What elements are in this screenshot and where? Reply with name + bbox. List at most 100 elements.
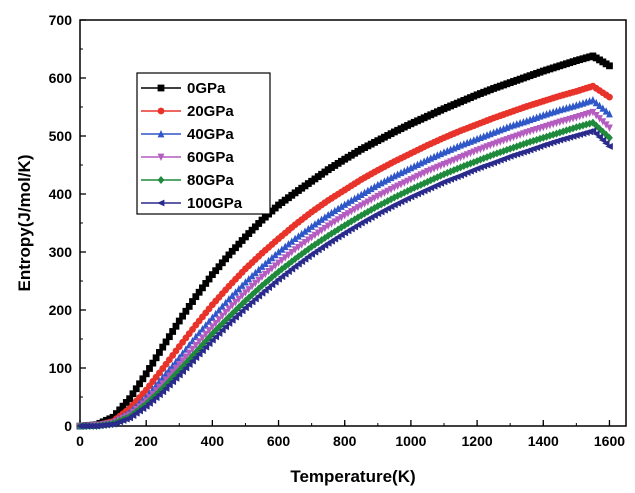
data-point xyxy=(285,251,292,260)
legend-marker xyxy=(157,84,165,92)
data-point xyxy=(443,168,451,177)
data-point xyxy=(142,370,150,378)
data-point xyxy=(168,378,177,386)
data-point xyxy=(598,136,607,144)
data-point xyxy=(281,242,289,251)
data-point xyxy=(417,180,425,189)
data-point xyxy=(182,353,190,361)
data-point xyxy=(102,421,110,429)
y-tick-label: 0 xyxy=(64,418,72,434)
data-point xyxy=(222,255,229,263)
data-point xyxy=(231,313,239,321)
data-point xyxy=(261,278,269,287)
data-point xyxy=(116,406,124,414)
data-point xyxy=(235,240,243,248)
data-point xyxy=(321,213,329,221)
data-point xyxy=(341,200,349,208)
data-point xyxy=(331,206,339,215)
x-axis-title: Temperature(K) xyxy=(290,467,415,486)
data-point xyxy=(149,359,157,367)
data-point xyxy=(218,312,226,321)
data-point xyxy=(251,295,259,303)
data-point xyxy=(222,309,229,317)
data-point xyxy=(275,259,282,268)
data-point xyxy=(271,278,279,286)
data-point xyxy=(255,276,263,285)
data-point xyxy=(152,394,160,401)
data-point xyxy=(202,321,210,329)
legend-entry-100GPa: 100GPa xyxy=(141,195,243,212)
data-point xyxy=(242,289,249,297)
data-point xyxy=(301,247,309,256)
data-point xyxy=(596,115,603,123)
legend-box xyxy=(136,72,271,215)
data-point xyxy=(589,108,597,117)
x-tick-label: 200 xyxy=(135,433,159,449)
data-point xyxy=(347,196,355,204)
data-point xyxy=(228,291,236,300)
data-point xyxy=(192,332,200,341)
data-point xyxy=(169,328,177,335)
data-point xyxy=(232,288,239,296)
data-point xyxy=(195,288,203,296)
data-point xyxy=(397,190,405,199)
data-point xyxy=(192,341,200,350)
data-point xyxy=(592,98,600,107)
series-0GPa xyxy=(76,52,613,430)
data-point xyxy=(238,281,246,289)
data-point xyxy=(195,328,203,337)
data-point xyxy=(95,422,104,430)
legend-label: 60GPa xyxy=(187,149,234,166)
data-point xyxy=(92,422,100,430)
data-point xyxy=(347,217,355,226)
legend-label: 100GPa xyxy=(187,195,243,212)
data-point xyxy=(218,302,226,310)
data-point xyxy=(254,292,263,300)
data-point xyxy=(162,385,170,392)
data-point xyxy=(328,208,335,217)
data-point xyxy=(208,313,216,321)
data-point xyxy=(324,231,332,240)
series-60GPa xyxy=(76,108,613,430)
data-point xyxy=(179,312,186,320)
data-point xyxy=(234,310,243,318)
data-point xyxy=(165,333,173,341)
data-point xyxy=(334,216,342,224)
x-axis: 0 200 400 600 800 1000 1200 1400 1600 xyxy=(76,420,625,449)
data-point xyxy=(374,202,382,211)
legend-marker xyxy=(157,107,165,115)
data-point xyxy=(278,265,286,274)
legend-marker xyxy=(157,130,165,138)
data-point xyxy=(264,284,273,292)
data-point xyxy=(592,111,600,120)
data-point xyxy=(304,224,312,233)
data-point xyxy=(331,218,339,226)
data-point xyxy=(599,118,607,126)
data-point xyxy=(371,182,378,191)
y-tick-label: 300 xyxy=(49,244,73,260)
data-point xyxy=(371,204,378,213)
data-point xyxy=(344,198,352,206)
data-point xyxy=(599,104,607,112)
data-point xyxy=(208,323,216,331)
data-point xyxy=(208,329,216,338)
x-tick-label: 600 xyxy=(267,433,291,449)
legend-marker xyxy=(157,176,165,184)
series-100GPa xyxy=(76,127,613,430)
data-point xyxy=(158,388,167,396)
data-point xyxy=(311,231,319,240)
y-axis: 0 100 200 300 400 500 600 700 xyxy=(49,12,86,434)
data-point xyxy=(232,306,239,315)
data-point xyxy=(189,345,196,354)
data-point xyxy=(175,361,183,369)
data-point xyxy=(324,210,332,219)
data-point xyxy=(175,371,183,379)
data-point xyxy=(129,390,137,398)
legend-label: 0GPa xyxy=(187,80,226,97)
data-point xyxy=(126,395,134,403)
data-point xyxy=(232,244,239,252)
data-point xyxy=(251,279,259,288)
data-point xyxy=(288,237,296,245)
data-point xyxy=(198,347,206,354)
data-point xyxy=(182,307,190,315)
